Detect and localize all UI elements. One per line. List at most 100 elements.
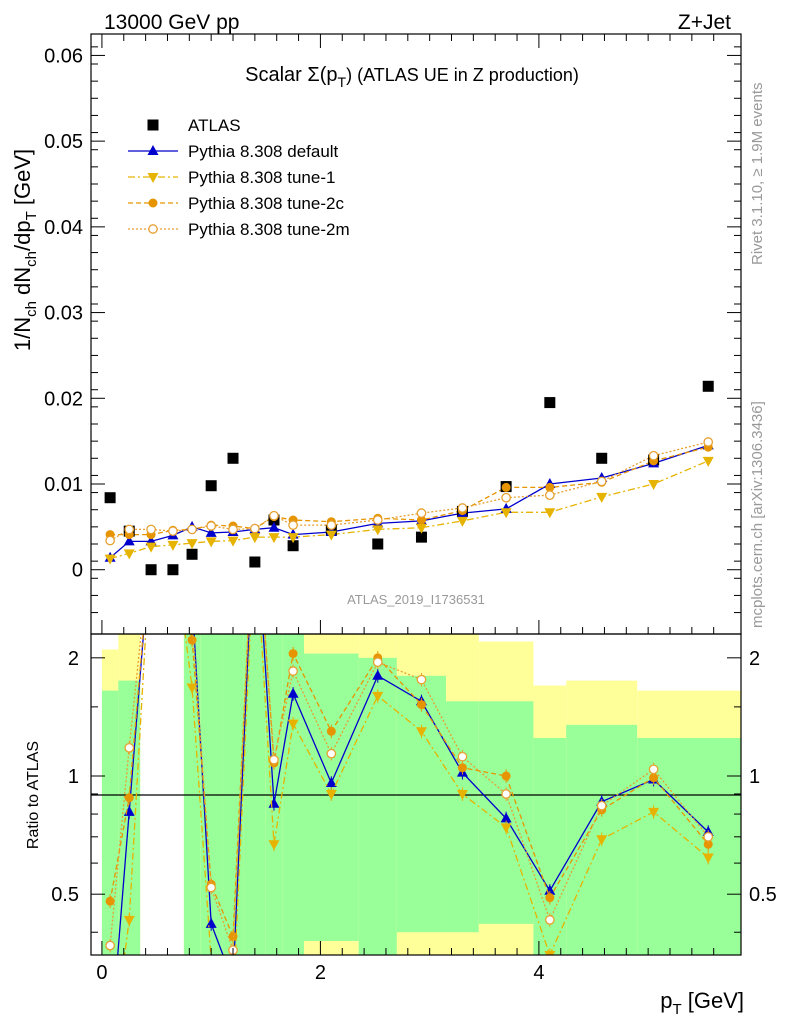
- x-axis-label: pT [GeV]: [660, 988, 744, 1018]
- main-line-default: [109, 444, 709, 559]
- main-ytick-label: 0.05: [44, 131, 83, 153]
- main-point-data: [372, 538, 384, 550]
- main-point-tune2m: [206, 521, 217, 531]
- main-point-tune1: [702, 456, 714, 467]
- ratio-point-tune1: [268, 840, 280, 851]
- ratio-ytick-label-right: 0.5: [749, 884, 777, 906]
- ratio-point-tune2c: [124, 793, 134, 803]
- legend-marker-tune1: [147, 173, 159, 183]
- main-point-tune2c: [501, 482, 511, 492]
- main-point-tune1: [325, 530, 337, 541]
- axis-ticks: 0 0.01 0.02 0.03 0.04 0.05 0.06 0.5 0.5 1 1 2 2 0 2 4: [44, 34, 777, 984]
- ratio-point-tune1: [206, 956, 217, 966]
- main-point-tune1: [596, 492, 608, 503]
- legend-marker-data: [147, 119, 159, 131]
- main-point-data: [186, 548, 198, 560]
- legend-marker-tune2m: [148, 224, 158, 234]
- ratio-point-tune1: [596, 835, 608, 846]
- main-point-tune2c: [416, 515, 426, 525]
- ratio-point-tune2m: [501, 789, 511, 799]
- main-point-tune1: [186, 539, 198, 550]
- main-ytick-label: 0.02: [44, 388, 83, 410]
- ratio-point-tune1: [123, 915, 135, 926]
- main-ytick-label: 0.01: [44, 474, 83, 496]
- main-point-data: [596, 452, 608, 464]
- ratio-point-default: [372, 669, 384, 680]
- plot-title-sub: T: [338, 74, 347, 90]
- ratio-point-tune1: [415, 727, 427, 738]
- ratio-point-tune2c: [326, 726, 336, 736]
- main-point-data: [205, 480, 217, 492]
- xtick-label: 2: [315, 962, 326, 984]
- ratio-ytick-label: 1: [68, 766, 79, 788]
- main-point-data: [287, 540, 299, 552]
- band-inner-bin: [358, 657, 397, 955]
- main-point-tune2c: [545, 482, 555, 492]
- ratio-point-default: [500, 812, 512, 823]
- ratio-point-tune2m: [372, 657, 383, 667]
- main-point-tune1: [249, 533, 261, 544]
- main-point-tune2m: [124, 524, 135, 535]
- main-point-tune2m: [105, 535, 115, 546]
- main-point-tune2m: [703, 437, 714, 447]
- main-point-tune2m: [416, 508, 427, 518]
- ratio-point-tune1: [186, 683, 198, 694]
- main-point-tune1: [500, 508, 512, 519]
- main-point-tune2m: [372, 515, 383, 525]
- xtick-label: 0: [96, 962, 107, 984]
- plot-title: Scalar Σ(pT) (ATLAS UE in Z production): [245, 64, 579, 90]
- ratio-point-tune2m: [544, 915, 555, 925]
- ratio-point-tune2m: [416, 674, 427, 685]
- main-series-layer: [104, 380, 714, 576]
- main-point-tune2m: [168, 526, 178, 536]
- analysis-watermark: ATLAS_2019_I1736531: [347, 592, 485, 607]
- ratio-point-tune1: [287, 719, 299, 730]
- main-y-axis-label: 1/Nch dNch/dpT [GeV]: [10, 149, 40, 351]
- band-inner-bin: [396, 675, 447, 933]
- ratio-ytick-label: 0.5: [51, 884, 79, 906]
- band-inner-bin: [101, 690, 119, 955]
- ratio-point-tune2m: [288, 666, 298, 676]
- main-ytick-label: 0: [72, 560, 83, 582]
- main-point-data: [227, 452, 239, 464]
- ratio-point-tune2c: [187, 635, 197, 645]
- ratio-point-tune2m: [251, 487, 259, 495]
- ratio-point-tune2c: [250, 487, 259, 496]
- legend-marker-tune2c: [148, 198, 158, 208]
- ratio-point-tune2m: [105, 940, 115, 951]
- main-point-tune1: [415, 523, 427, 534]
- rivet-version-label: Rivet 3.1.10, ≥ 1.9M events: [749, 83, 766, 266]
- main-point-tune2m: [288, 520, 298, 530]
- main-point-tune1: [456, 516, 468, 527]
- main-ytick-label: 0.06: [44, 45, 83, 67]
- main-point-data: [145, 564, 157, 576]
- ratio-ytick-label: 2: [68, 648, 79, 670]
- main-point-tune1: [167, 540, 179, 551]
- main-point-tune1: [648, 480, 660, 490]
- main-point-data: [249, 556, 261, 568]
- ratio-series-layer: [105, 487, 714, 985]
- legend-label-tune1: Pythia 8.308 tune-1: [188, 168, 335, 187]
- main-point-tune1: [372, 525, 384, 536]
- ratio-ytick-label-right: 1: [749, 766, 760, 788]
- main-point-tune2m: [544, 490, 555, 500]
- main-point-tune1: [287, 533, 299, 544]
- ratio-point-tune2m: [269, 754, 279, 765]
- plot-title-prefix: Scalar Σ(p: [245, 64, 337, 86]
- main-point-tune1: [544, 508, 556, 519]
- ratio-point-default: [187, 594, 198, 604]
- main-point-tune2m: [146, 524, 156, 535]
- main-point-data: [702, 380, 714, 392]
- main-point-default: [268, 521, 280, 532]
- ratio-point-tune2c: [501, 771, 511, 781]
- main-point-tune2m: [250, 523, 260, 534]
- ratio-panel-frame: [90, 633, 742, 956]
- ratio-point-tune2c: [105, 896, 115, 906]
- main-point-tune2m: [501, 492, 511, 503]
- ratio-point-default: [228, 975, 239, 985]
- ratio-point-tune2c: [703, 839, 713, 849]
- legend-label-tune2m: Pythia 8.308 tune-2m: [188, 220, 350, 239]
- ratio-point-tune2c: [288, 649, 298, 659]
- main-ytick-label: 0.03: [44, 303, 83, 325]
- main-point-tune1: [227, 536, 239, 547]
